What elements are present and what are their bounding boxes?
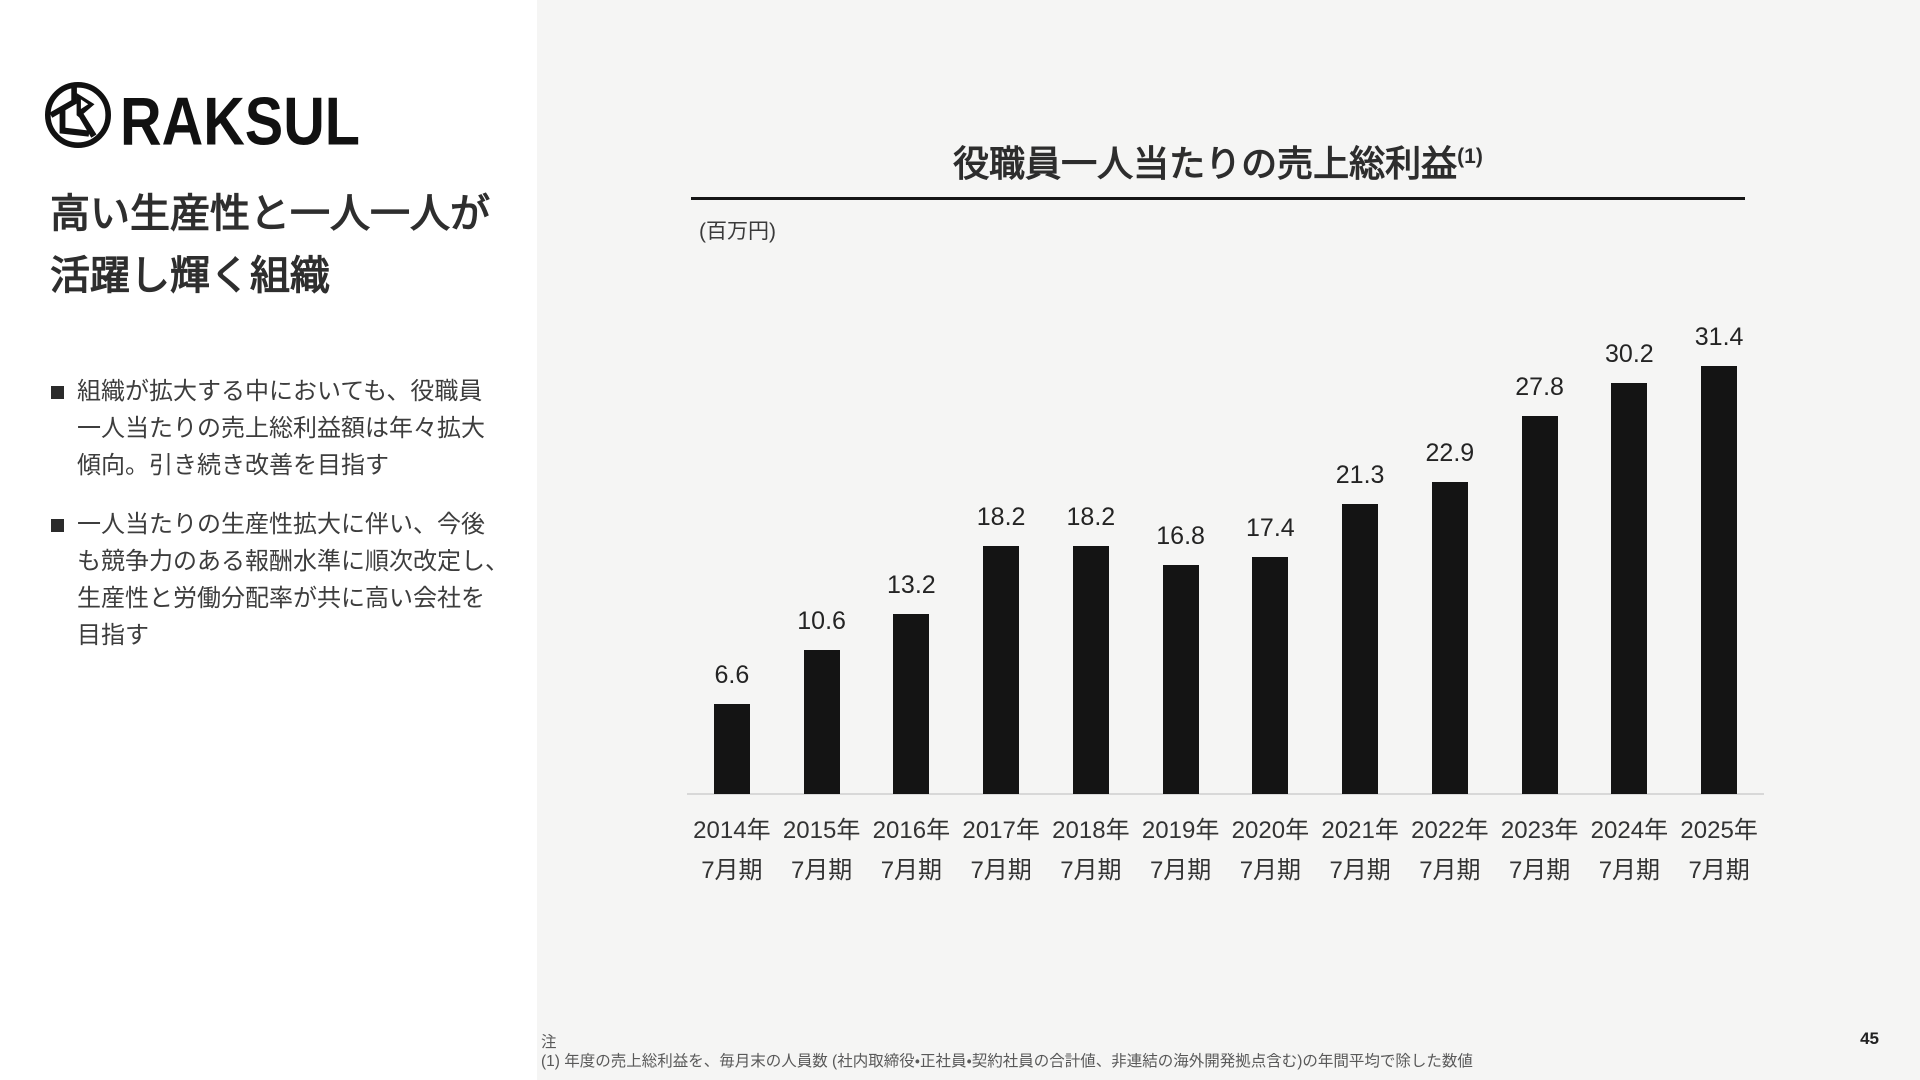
bar <box>1701 365 1738 794</box>
bar-value-label: 17.4 <box>1246 513 1295 542</box>
chart-title-footnote-marker: (1) <box>1457 145 1483 168</box>
bar <box>713 703 750 794</box>
page-number: 45 <box>1860 1029 1879 1048</box>
footnote-text: (1) 年度の売上総利益を、毎月末の人員数 (社内取締役・正社員・契約社員の合計… <box>541 1053 1473 1070</box>
chart-title: 役職員一人当たりの売上総利益(1) <box>953 143 1483 184</box>
bar-value-label: 10.6 <box>797 606 846 635</box>
bar <box>1521 415 1558 794</box>
bar-chart: 6.6 2014年 7月期 10.6 2015年 7月期 13.2 2016年 7月期 18… <box>687 300 1764 900</box>
raksul-wordmark: RAKSUL <box>120 84 360 153</box>
bar <box>1431 481 1468 794</box>
bar-value-label: 22.9 <box>1425 438 1475 467</box>
bar-value-label: 21.3 <box>1335 460 1385 489</box>
right-panel <box>537 0 1920 1080</box>
bullet-list: 組織が拡大する中においても、役職員 一人当たりの売上総利益額は年々拡大 傾向。引… <box>51 374 541 655</box>
bar <box>803 649 840 794</box>
bullet-square-icon <box>51 386 64 399</box>
bar <box>893 613 930 794</box>
x-axis-line <box>687 793 1764 795</box>
bullet-square-icon <box>51 519 64 533</box>
bar <box>1611 382 1648 794</box>
raksul-mark-icon <box>44 81 112 149</box>
bar-x-label: 2019年 7月期 <box>1141 816 1220 884</box>
bar <box>1252 556 1289 794</box>
bar-value-label: 31.4 <box>1694 322 1744 351</box>
bar-value-label: 27.8 <box>1515 372 1564 401</box>
unit-label: (百万円) <box>699 220 776 243</box>
bar-value-label: 18.2 <box>976 502 1026 531</box>
bullet-item: 組織が拡大する中においても、役職員 一人当たりの売上総利益額は年々拡大 傾向。引… <box>51 374 541 484</box>
bar-x-label: 2020年 7月期 <box>1231 816 1310 884</box>
bar-x-label: 2018年 7月期 <box>1052 816 1130 884</box>
bar-x-label: 2022年 7月期 <box>1411 816 1489 884</box>
bar-value-label: 6.6 <box>714 660 750 689</box>
bar-value-label: 16.8 <box>1156 521 1205 550</box>
slide-title: 高い生産性と一人一人が 活躍し輝く組織 <box>50 192 490 298</box>
bar-x-label: 2021年 7月期 <box>1321 816 1399 884</box>
bar-value-label: 30.2 <box>1605 339 1654 368</box>
left-panel: RAKSUL 高い生産性と一人一人が 活躍し輝く組織 組織が拡大する中においても… <box>0 0 537 1080</box>
bar-x-label: 2023年 7月期 <box>1500 816 1579 884</box>
bar <box>1072 545 1109 794</box>
footnote-heading: 注 <box>541 1034 557 1051</box>
bar <box>983 545 1020 794</box>
footnote: 注 (1) 年度の売上総利益を、毎月末の人員数 (社内取締役・正社員・契約社員の… <box>541 1033 1473 1071</box>
bullet-item: 一人当たりの生産性拡大に伴い、今後 も競争力のある報酬水準に順次改定し、 生産性… <box>51 507 541 654</box>
raksul-logo-svg: RAKSUL <box>44 81 360 160</box>
bar-x-label: 2025年 7月期 <box>1680 816 1758 884</box>
bar-x-label: 2014年 7月期 <box>693 816 771 884</box>
bar-x-label: 2016年 7月期 <box>872 816 951 884</box>
bullet-text: 一人当たりの生産性拡大に伴い、今後 も競争力のある報酬水準に順次改定し、 生産性… <box>77 511 509 649</box>
raksul-logo: RAKSUL <box>44 81 360 160</box>
bar-value-label: 18.2 <box>1066 502 1116 531</box>
bar-x-label: 2015年 7月期 <box>782 816 861 884</box>
bar-x-label: 2017年 7月期 <box>962 816 1040 884</box>
bar <box>1162 564 1199 794</box>
chart-title-block: 役職員一人当たりの売上総利益(1) <box>691 136 1745 200</box>
bar <box>1342 503 1379 794</box>
bar-value-label: 13.2 <box>887 570 936 599</box>
bar-x-label: 2024年 7月期 <box>1590 816 1669 884</box>
bullet-text: 組織が拡大する中においても、役職員 一人当たりの売上総利益額は年々拡大 傾向。引… <box>77 378 485 479</box>
